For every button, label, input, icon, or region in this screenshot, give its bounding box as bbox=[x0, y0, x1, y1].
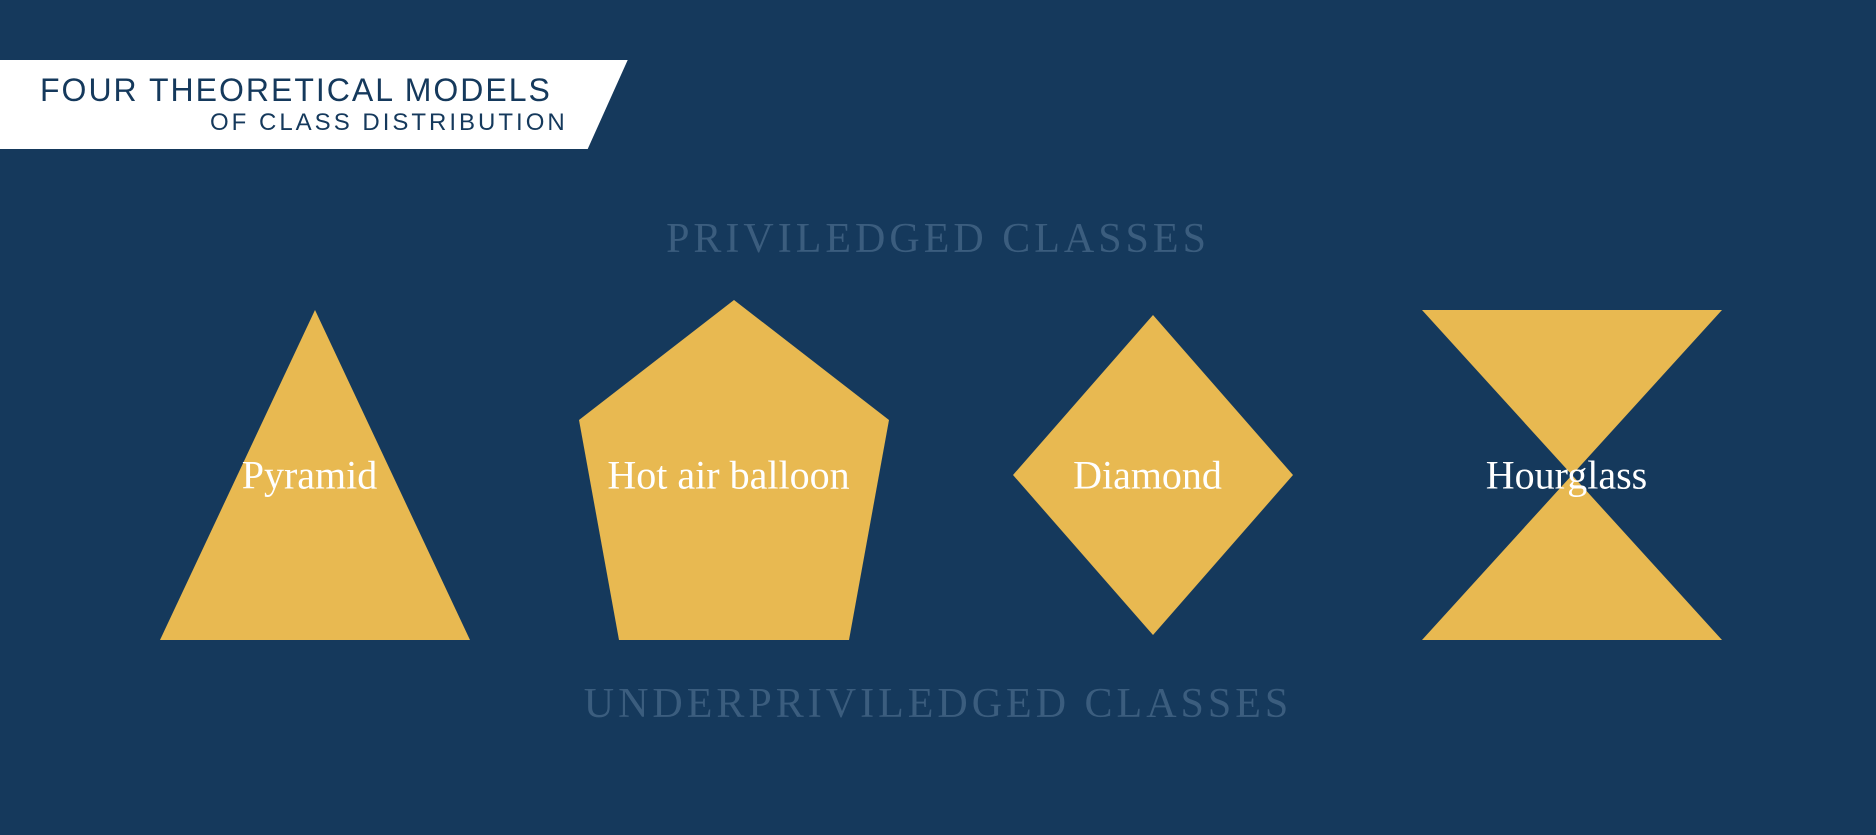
shape-label-pyramid: Pyramid bbox=[242, 452, 378, 499]
shape-hourglass: Hourglass bbox=[1407, 290, 1726, 660]
section-label-top: PRIVILEDGED CLASSES bbox=[666, 215, 1210, 263]
shape-label-hourglass: Hourglass bbox=[1486, 452, 1647, 499]
title-sub: OF CLASS DISTRIBUTION bbox=[210, 109, 568, 137]
shapes-container: Pyramid Hot air balloon Diamond Hourglas… bbox=[0, 290, 1876, 660]
shape-label-balloon: Hot air balloon bbox=[607, 452, 849, 499]
shape-label-diamond: Diamond bbox=[1073, 452, 1222, 499]
shape-pyramid: Pyramid bbox=[150, 290, 469, 660]
shape-diamond: Diamond bbox=[988, 290, 1307, 660]
shape-balloon: Hot air balloon bbox=[569, 290, 888, 660]
title-main: FOUR THEORETICAL MODELS bbox=[40, 72, 568, 109]
title-banner: FOUR THEORETICAL MODELS OF CLASS DISTRIB… bbox=[0, 60, 628, 149]
section-label-bottom: UNDERPRIVILEDGED CLASSES bbox=[584, 680, 1293, 728]
